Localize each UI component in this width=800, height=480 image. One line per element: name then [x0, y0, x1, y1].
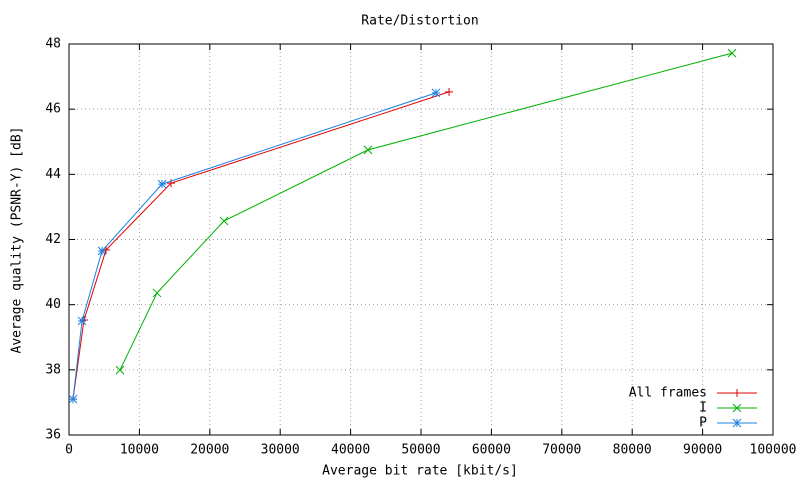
- x-tick-label: 30000: [261, 443, 300, 458]
- legend-label: I: [699, 401, 707, 416]
- x-axis-label: Average bit rate [kbit/s]: [322, 464, 518, 479]
- y-tick-label: 42: [45, 232, 61, 247]
- y-tick-label: 48: [45, 37, 61, 52]
- chart-title: Rate/Distortion: [361, 14, 478, 29]
- marker-stroke: [68, 394, 78, 404]
- marker: [152, 288, 162, 298]
- x-tick-label: 0: [65, 443, 73, 458]
- marker-stroke: [97, 246, 107, 256]
- marker: [732, 418, 742, 428]
- series-line: [72, 92, 437, 400]
- x-tick-label: 100000: [750, 443, 797, 458]
- marker: [727, 48, 737, 58]
- series-line: [72, 91, 450, 400]
- marker: [733, 389, 741, 397]
- marker: [167, 179, 176, 188]
- marker-stroke: [363, 145, 373, 155]
- y-tick-label: 46: [45, 102, 61, 117]
- legend-label: All frames: [629, 386, 707, 401]
- y-tick-label: 40: [45, 297, 61, 312]
- x-tick-label: 90000: [683, 443, 722, 458]
- marker: [97, 246, 107, 256]
- y-axis-label: Average quality (PSNR-Y) [dB]: [10, 127, 25, 354]
- x-tick-label: 40000: [331, 443, 370, 458]
- legend-label: P: [699, 416, 707, 431]
- y-tick-label: 36: [45, 428, 61, 443]
- y-tick-label: 38: [45, 362, 61, 377]
- marker-stroke: [431, 88, 441, 98]
- marker: [363, 145, 373, 155]
- marker-stroke: [152, 288, 162, 298]
- x-tick-label: 80000: [613, 443, 652, 458]
- marker-stroke: [727, 48, 737, 58]
- marker: [732, 403, 742, 413]
- marker-stroke: [115, 365, 125, 375]
- marker: [219, 216, 229, 226]
- marker: [115, 365, 125, 375]
- marker-stroke: [219, 216, 229, 226]
- plot-frame: [68, 43, 774, 436]
- x-tick-label: 10000: [120, 443, 159, 458]
- marker-stroke: [732, 403, 742, 413]
- marker-stroke: [77, 316, 87, 326]
- series-line: [119, 52, 733, 371]
- x-tick-label: 70000: [542, 443, 581, 458]
- marker: [77, 316, 87, 326]
- y-tick-label: 44: [45, 167, 61, 182]
- x-tick-label: 60000: [472, 443, 511, 458]
- marker: [68, 394, 78, 404]
- x-tick-label: 20000: [190, 443, 229, 458]
- marker-stroke: [157, 179, 167, 189]
- x-tick-label: 50000: [401, 443, 440, 458]
- marker-stroke: [732, 418, 742, 428]
- marker: [431, 88, 441, 98]
- marker: [157, 179, 167, 189]
- marker: [445, 87, 454, 96]
